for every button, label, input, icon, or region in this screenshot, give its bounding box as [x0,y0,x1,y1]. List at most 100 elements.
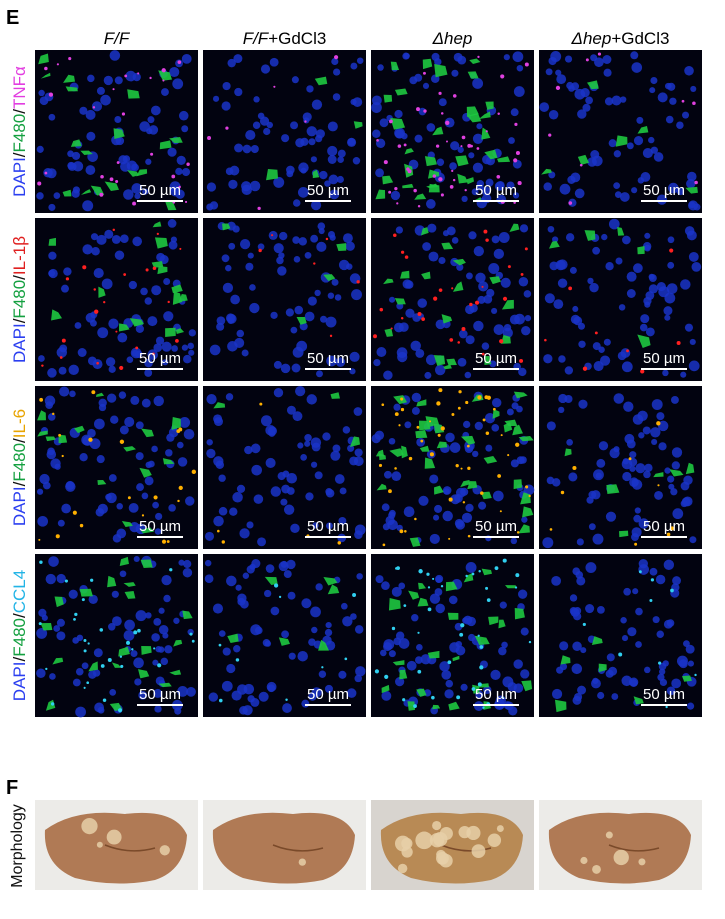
nucleus [631,527,642,538]
nucleus [337,149,346,158]
macrophage [522,506,534,518]
nucleus [518,277,529,287]
signal [486,395,491,400]
nucleus [519,456,527,464]
nucleus [657,673,665,681]
macrophage [653,472,664,478]
signal [259,402,263,406]
nucleus [572,567,581,576]
nucleus [226,314,237,324]
macrophage [171,284,183,294]
signal [58,433,62,437]
macrophage [139,467,152,478]
micrograph: 50 µm [203,50,366,213]
macrophage [513,391,528,399]
row-label-part: / [10,109,29,114]
nucleus [90,233,99,241]
signal [65,277,70,281]
row-label-part: F480 [10,114,29,153]
macrophage [65,86,78,92]
nucleus [429,474,439,484]
macrophage [467,71,479,79]
nucleus [676,655,688,667]
nucleus [352,157,361,165]
nucleus [393,322,404,333]
nucleus [416,437,426,447]
signal [427,586,431,589]
nucleus [542,537,554,549]
lesion [394,835,411,852]
macrophage [37,430,48,437]
nucleus [648,136,655,144]
nucleus [688,251,699,262]
signal [156,232,159,236]
macrophage [452,281,464,292]
nucleus [91,247,100,256]
macrophage [157,266,168,275]
nucleus [658,286,670,298]
signal [325,237,329,241]
nucleus [622,471,632,482]
nucleus [47,368,57,378]
nucleus [652,616,660,624]
nucleus [111,235,121,244]
macrophage [513,479,523,490]
macrophage [394,88,408,96]
signal [467,534,471,538]
nucleus [395,631,405,640]
signal [88,437,93,442]
nucleus [161,575,172,586]
macrophage [384,328,394,337]
nucleus [60,284,69,293]
nucleus [556,74,567,85]
macrophage [121,520,133,528]
signal [191,639,195,643]
macrophage [390,61,400,71]
signal [225,126,229,130]
nucleus [79,106,88,115]
signal [618,652,623,657]
nucleus [442,510,453,522]
signal [515,442,520,447]
macrophage [421,271,431,280]
nucleus [250,443,261,454]
signal [486,598,491,603]
signal [109,177,114,182]
signal [352,593,357,597]
nucleus [626,271,637,282]
nucleus [315,129,325,139]
nucleus [464,371,472,379]
nucleus [181,167,191,177]
column-header: Δhep [432,29,473,48]
nucleus [141,398,151,408]
macrophage [448,701,460,711]
nucleus [564,394,573,404]
lesion [471,844,486,858]
nucleus [188,329,196,337]
signal [83,686,86,689]
macrophage [158,682,172,688]
nucleus [95,507,105,517]
macrophage [141,428,154,438]
signal [68,57,72,61]
nucleus [103,75,113,86]
nucleus [249,302,260,314]
signal [235,658,240,662]
nucleus [151,285,162,296]
signal [471,687,476,691]
nucleus [140,287,148,296]
nucleus [465,272,473,280]
nucleus [280,498,288,506]
nucleus [511,402,519,410]
macrophage [446,358,457,366]
macrophage [503,422,513,433]
signal [666,532,671,537]
nucleus [145,158,152,165]
nucleus [61,503,71,514]
signal [171,174,176,179]
nucleus [325,316,337,328]
nucleus [249,563,256,570]
macrophage [433,355,446,366]
nucleus [590,54,598,62]
nucleus [246,521,254,529]
